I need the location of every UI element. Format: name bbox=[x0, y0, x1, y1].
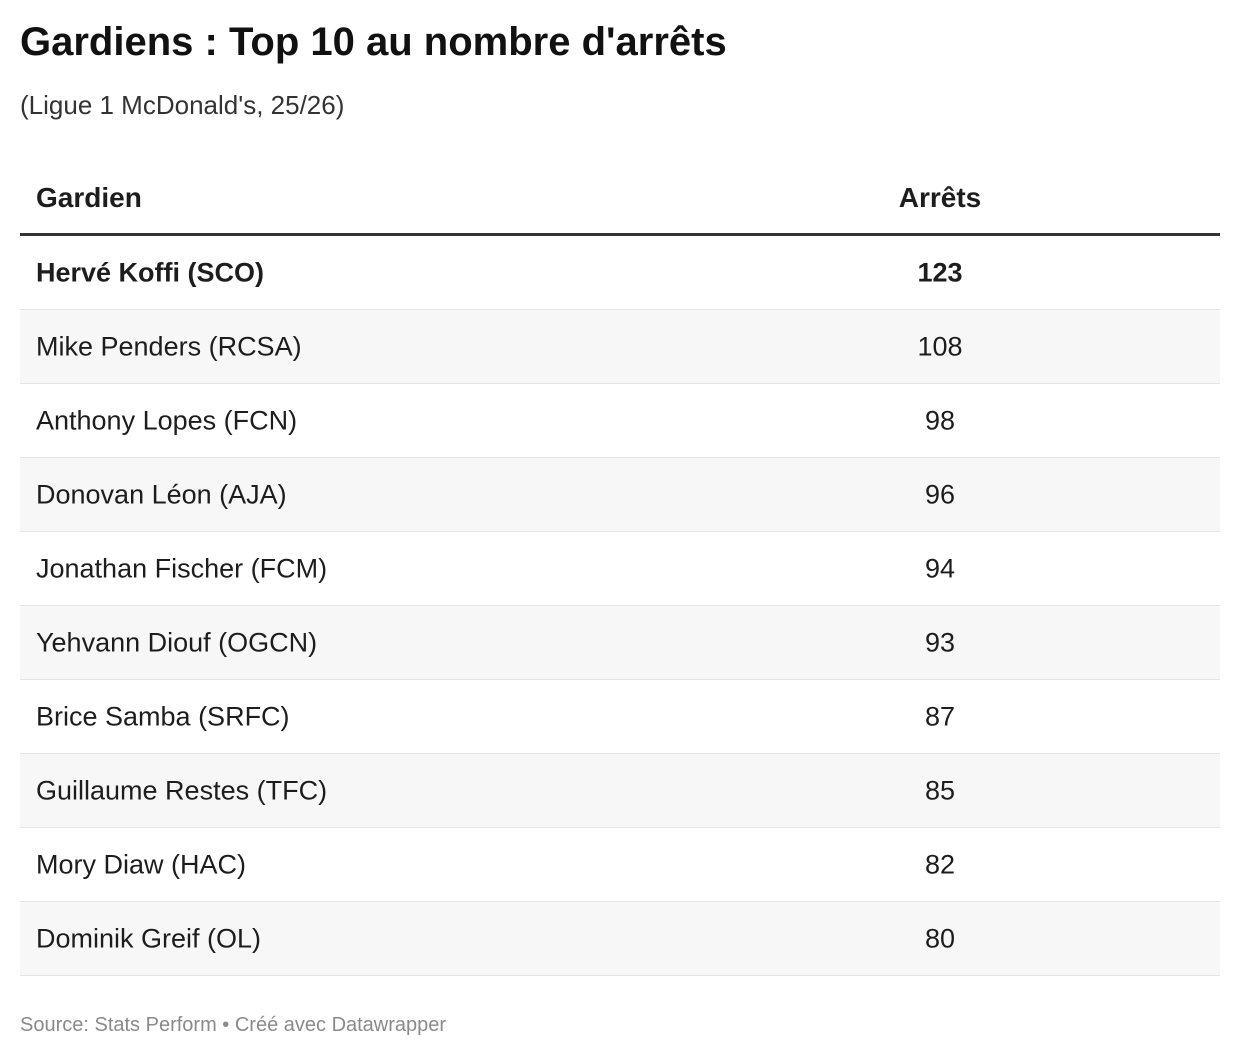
table-row: Brice Samba (SRFC) 87 bbox=[20, 680, 1220, 754]
saves-count: 93 bbox=[924, 627, 956, 657]
goalkeeper-name: Jonathan Fischer (FCM) bbox=[36, 553, 328, 583]
saves-count: 87 bbox=[924, 701, 956, 731]
goalkeeper-name: Donovan Léon (AJA) bbox=[36, 479, 287, 509]
saves-count: 80 bbox=[924, 923, 956, 953]
table: Gardien Arrêts Hervé Koffi (SCO) 123 Mike … bbox=[20, 160, 1220, 976]
table-row: Guillaume Restes (TFC) 85 bbox=[20, 754, 1220, 828]
goalkeeper-name: Guillaume Restes (TFC) bbox=[36, 775, 328, 805]
goalkeeper-name: Brice Samba (SRFC) bbox=[36, 701, 290, 731]
table-row: Mike Penders (RCSA) 108 bbox=[20, 310, 1220, 384]
column-header: Arrêts bbox=[898, 182, 982, 213]
goalkeeper-name: Dominik Greif (OL) bbox=[36, 923, 262, 953]
goalkeeper-name: Hervé Koffi (SCO) bbox=[36, 257, 265, 287]
saves-count: 94 bbox=[924, 553, 956, 583]
table-row: Yehvann Diouf (OGCN) 93 bbox=[20, 606, 1220, 680]
title: Gardiens : Top 10 au nombre d'arrêts bbox=[20, 20, 727, 64]
table-row: Hervé Koffi (SCO) 123 bbox=[20, 236, 1220, 310]
saves-count: 98 bbox=[924, 405, 956, 435]
subtitle: (Ligue 1 McDonald's, 25/26) bbox=[20, 90, 345, 120]
goalkeeper-name: Anthony Lopes (FCN) bbox=[36, 405, 298, 435]
source-note: Source: Stats Perform • Créé avec Datawr… bbox=[20, 1014, 447, 1036]
column-header: Gardien bbox=[36, 182, 142, 213]
goalkeeper-name: Mory Diaw (HAC) bbox=[36, 849, 247, 879]
saves-count: 85 bbox=[924, 775, 956, 805]
goalkeeper-name: Yehvann Diouf (OGCN) bbox=[36, 627, 318, 657]
table-row: Donovan Léon (AJA) 96 bbox=[20, 458, 1220, 532]
saves-count: 123 bbox=[917, 257, 963, 287]
saves-count: 96 bbox=[924, 479, 956, 509]
table-row: Dominik Greif (OL) 80 bbox=[20, 902, 1220, 976]
table-row: Anthony Lopes (FCN) 98 bbox=[20, 384, 1220, 458]
table-header: Gardien Arrêts bbox=[20, 160, 1220, 236]
table-row: Jonathan Fischer (FCM) 94 bbox=[20, 532, 1220, 606]
saves-count: 108 bbox=[917, 331, 963, 361]
saves-count: 82 bbox=[924, 849, 956, 879]
goalkeeper-name: Mike Penders (RCSA) bbox=[36, 331, 302, 361]
table-row: Mory Diaw (HAC) 82 bbox=[20, 828, 1220, 902]
